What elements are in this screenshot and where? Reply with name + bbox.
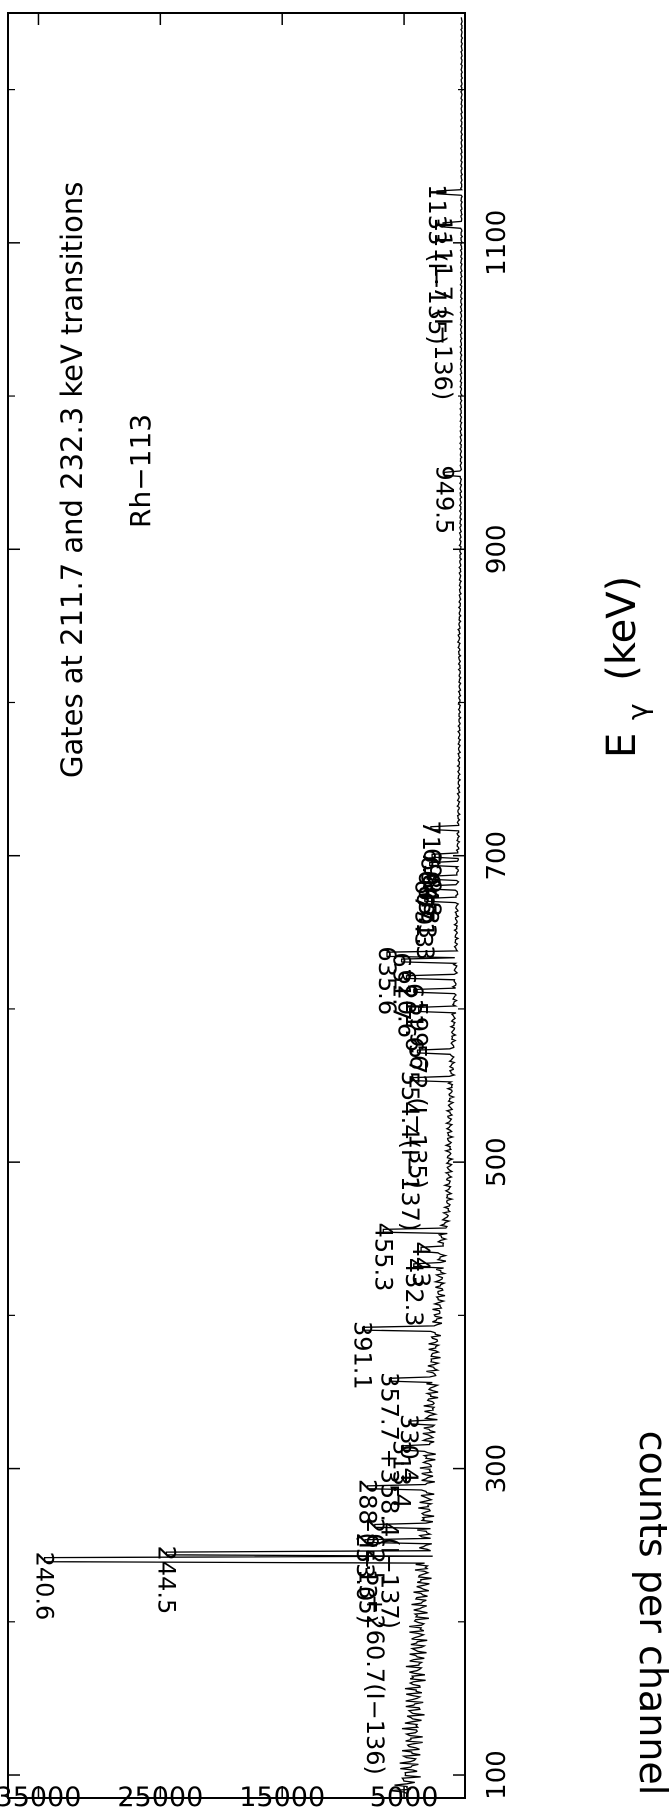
x-tick-label: 900 [482, 524, 512, 574]
x-tick-labels: 100 300 500 700 900 1100 [482, 210, 512, 1800]
y-tick-label: 5000 [370, 1782, 439, 1813]
peak-label: 288 (I−135) [354, 1479, 382, 1624]
peak-label: 1111.7 (I−136) [429, 217, 457, 400]
chart-title: Gates at 211.7 and 232.3 keV transitions [55, 182, 89, 778]
y-tick-label: 35000 [0, 1782, 81, 1813]
plot-frame [7, 12, 466, 1799]
peak-label: 554.4(I−137) [396, 1071, 424, 1231]
peak-label: 1133 (I−135) [423, 184, 451, 344]
y-tick-labels: 5000 15000 25000 35000 [0, 1782, 438, 1813]
x-axis-label-sub: γ [621, 703, 654, 720]
x-axis-label-main: E [599, 733, 645, 758]
peak-label: 949.5 [430, 465, 458, 534]
peak-label: 244.5 [152, 1546, 180, 1615]
y-axis-label: counts per channel [631, 1431, 672, 1796]
peak-label: 631.7 [388, 952, 416, 1021]
x-axis-label: E γ (keV) [599, 576, 657, 758]
peak-label: 611.6 [400, 983, 428, 1052]
x-tick-label: 700 [482, 831, 512, 881]
chart-subtitle: Rh−113 [124, 414, 157, 528]
peak-label: 635.6 [373, 946, 401, 1015]
y-tick-label: 25000 [117, 1782, 203, 1813]
peak-label: 391.1 [349, 1321, 377, 1390]
peak-label: 717.8 [417, 820, 445, 889]
peak-label: 694.8 [416, 856, 444, 925]
peak-label: 599.6 [405, 1002, 433, 1071]
x-tick-label: 1100 [482, 210, 512, 276]
spectrum-line [43, 17, 464, 1794]
peak-label: 685.3 [413, 870, 441, 939]
peak-label: 357.7 +358.4(I−137) [375, 1372, 403, 1629]
peak-label: 253.0 [351, 1533, 379, 1602]
peak-label: 572 (I−135) [403, 1044, 431, 1189]
x-axis-label-unit: (keV) [599, 576, 645, 681]
x-tick-label: 500 [482, 1137, 512, 1187]
peak-label: 443 [407, 1241, 435, 1287]
peak-label: 679.3 [410, 879, 438, 948]
x-tick-label: 300 [482, 1444, 512, 1494]
peak-label: 699.8 [418, 848, 446, 917]
x-tick-label: 100 [482, 1750, 512, 1800]
peak-label: 671.3 [411, 892, 439, 961]
peak-label: 455.3 [369, 1223, 397, 1292]
peak-label: 240.6 [31, 1552, 59, 1621]
peak-label: 432.3 [400, 1258, 428, 1327]
y-tick-label: 15000 [239, 1782, 325, 1813]
peak-label: 620.6 [393, 969, 421, 1038]
peak-label: 313.4 [388, 1440, 416, 1509]
axis-ticks [8, 13, 465, 1798]
peak-label: 262.5 +260.7(I−136) [361, 1518, 389, 1775]
peak-label: 330.4 [395, 1414, 423, 1483]
